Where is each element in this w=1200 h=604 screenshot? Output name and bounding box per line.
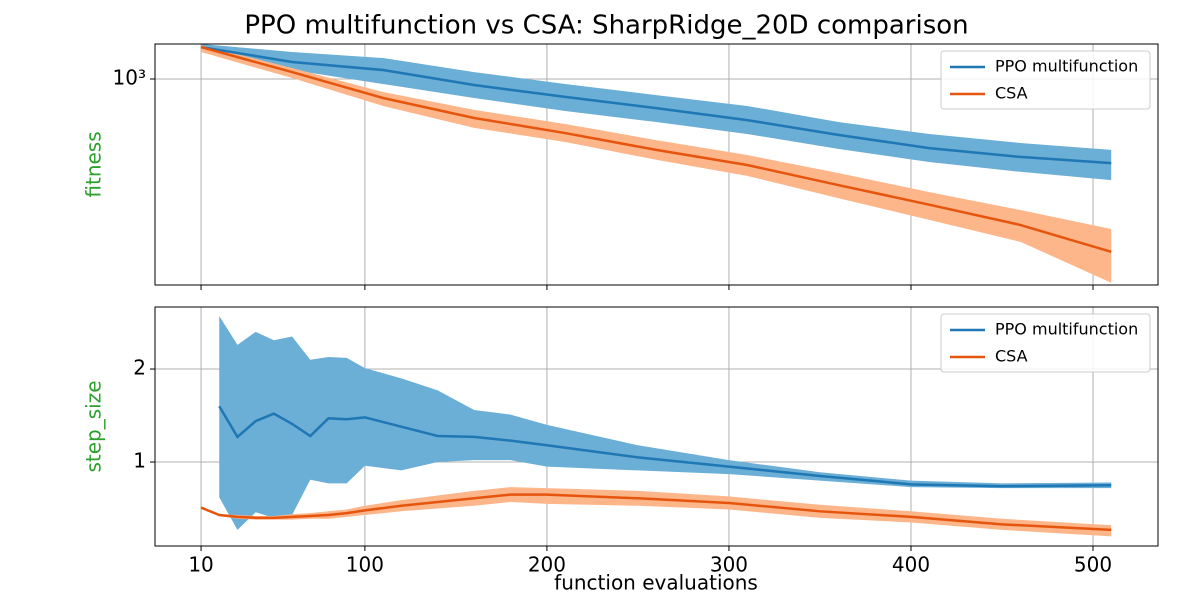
- legend-box: [940, 313, 1151, 373]
- y-tick-label: 2: [133, 356, 146, 380]
- x-tick-label: 10: [188, 553, 213, 577]
- axes-frame: [154, 306, 1159, 547]
- legend-label: CSA: [995, 347, 1028, 366]
- series-line: [200, 493, 1112, 532]
- axes-frame: [154, 43, 1159, 286]
- series-line: [218, 405, 1112, 488]
- x-tick-label: 500: [1074, 553, 1112, 577]
- y-tick-label: 10³: [113, 66, 146, 90]
- x-tick-label: 100: [346, 553, 384, 577]
- series-line: [200, 45, 1112, 165]
- series-line: [200, 45, 1112, 253]
- band: [219, 316, 1112, 530]
- band: [201, 45, 1112, 283]
- y-axis-label: fitness: [82, 131, 106, 197]
- y-axis-label: step_size: [82, 380, 106, 472]
- legend-label: CSA: [995, 84, 1028, 103]
- x-tick-label: 200: [528, 553, 566, 577]
- legend-box: [940, 50, 1151, 110]
- legend-label: PPO multifunction: [995, 320, 1138, 339]
- band: [201, 487, 1112, 537]
- x-tick-label: 400: [892, 553, 930, 577]
- chart-title: PPO multifunction vs CSA: SharpRidge_20D…: [244, 11, 968, 41]
- y-tick-label: 1: [133, 449, 146, 473]
- x-tick-label: 300: [710, 553, 748, 577]
- legend-label: PPO multifunction: [995, 57, 1138, 76]
- x-axis-label: function evaluations: [554, 571, 758, 595]
